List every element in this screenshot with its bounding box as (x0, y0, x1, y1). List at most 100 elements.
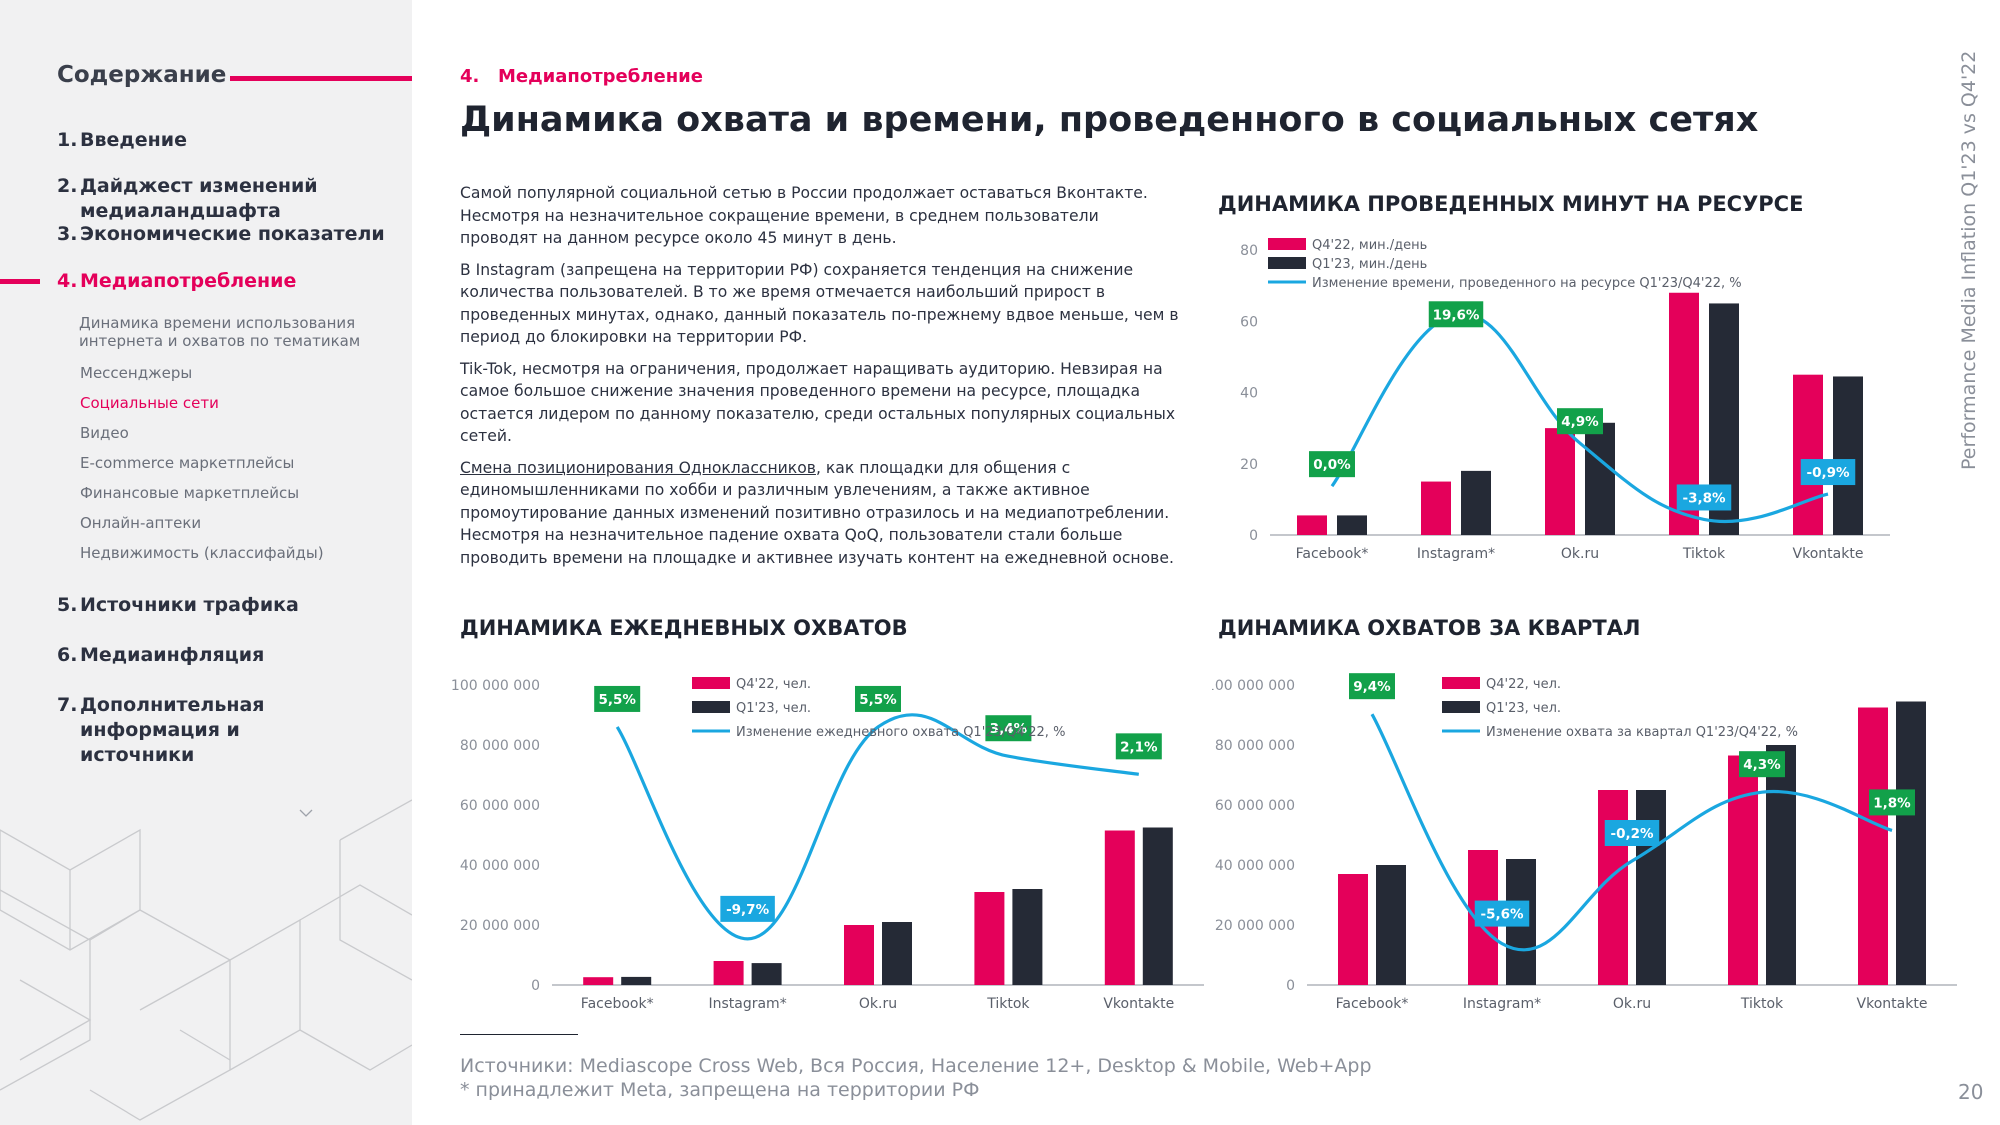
toc-sub-item-ecommerce[interactable]: E-commerce маркетплейсы (80, 454, 295, 472)
legend-label: Q4'22, мин./день (1312, 238, 1427, 253)
bar-q1-23 (1012, 889, 1043, 985)
toc-item-media-consumption[interactable]: 4. Медиапотребление (57, 269, 296, 294)
toc-item-label: Дайджест изменений медиаландшафта (80, 175, 318, 222)
change-badge (1474, 900, 1530, 927)
toc-title-underline (230, 76, 412, 81)
bar-q4-22 (713, 961, 744, 985)
change-badge (1869, 789, 1915, 816)
y-tick-label: 20 (1240, 457, 1258, 473)
legend-swatch (692, 677, 730, 689)
y-tick-label: 60 (1240, 314, 1258, 330)
bar-q4-22 (974, 892, 1005, 985)
toc-item-number: 4. (57, 270, 78, 292)
toc-sub-item-internet-time[interactable]: Динамика времени использования интернета… (79, 314, 361, 350)
toc-item-number: 2. (57, 175, 78, 197)
toc-item-media-inflation[interactable]: 6. Медиаинфляция (57, 643, 264, 668)
toc-item-traffic-sources[interactable]: 5. Источники трафика (57, 593, 299, 618)
change-badge-label: 4,3% (1743, 757, 1781, 773)
change-badge-label: 0,0% (1313, 457, 1351, 473)
chart-title-minutes: ДИНАМИКА ПРОВЕДЕННЫХ МИНУТ НА РЕСУРСЕ (1218, 192, 1804, 216)
toc-item-number: 6. (57, 644, 78, 666)
change-line (1370, 713, 1893, 952)
x-tick-label: Instagram* (1463, 996, 1541, 1012)
toc-sub-item-video[interactable]: Видео (80, 424, 129, 442)
y-tick-label: 0 (1249, 528, 1258, 544)
bar-q4-22 (1297, 515, 1327, 535)
change-badge-label: -9,7% (726, 902, 770, 918)
toc-sub-item-messengers[interactable]: Мессенджеры (80, 364, 193, 382)
cube-pattern-decoration (0, 799, 412, 1121)
section-breadcrumb: 4. Медиапотребление (460, 66, 703, 87)
toc-item-number: 7. (57, 694, 78, 716)
x-tick-label: Tiktok (1740, 996, 1784, 1012)
toc-item-label: Дополнительная информация и источники (80, 694, 265, 766)
bar-q1-23 (621, 976, 652, 985)
x-tick-label: Ok.ru (1561, 546, 1599, 562)
sources-divider (460, 1034, 578, 1035)
paragraph-vk: Самой популярной социальной сетью в Росс… (460, 184, 1148, 247)
bar-q1-23 (1636, 790, 1666, 985)
change-badge-label: 3,4% (990, 721, 1028, 737)
chart-title-daily: ДИНАМИКА ЕЖЕДНЕВНЫХ ОХВАТОВ (460, 616, 908, 640)
paragraph-instagram: В Instagram (запрещена на территории РФ)… (460, 260, 1179, 347)
toc-item-number: 1. (57, 129, 78, 151)
toc-item-label: Медиапотребление (80, 270, 297, 292)
x-tick-label: Instagram* (708, 996, 786, 1012)
toc-sub-item-real-estate[interactable]: Недвижимость (классифайды) (80, 544, 324, 562)
change-badge (1800, 459, 1856, 486)
legend-label: Изменение охвата за квартал Q1'23/Q4'22,… (1486, 725, 1798, 740)
change-badge (720, 895, 775, 922)
change-badge-label: -3,8% (1682, 490, 1726, 506)
toc-item-introduction[interactable]: 1. Введение (57, 128, 187, 153)
bar-q1-23 (882, 922, 912, 985)
toc-sub-item-pharmacies[interactable]: Онлайн-аптеки (80, 514, 202, 532)
change-badge (985, 715, 1032, 742)
y-tick-label: 20 000 000 (460, 918, 540, 934)
bar-q4-22 (1598, 790, 1628, 985)
y-tick-label: 100 000 000 (452, 678, 540, 694)
sources-line: Источники: Mediascope Cross Web, Вся Рос… (460, 1055, 1372, 1077)
toc-item-label: Введение (80, 129, 187, 151)
toc-sub-item-social-networks[interactable]: Социальные сети (80, 394, 219, 412)
x-tick-label: Vkontakte (1857, 996, 1928, 1012)
toc-item-label: Источники трафика (80, 594, 299, 616)
chart-title-quarter: ДИНАМИКА ОХВАТОВ ЗА КВАРТАЛ (1218, 616, 1641, 640)
bar-q1-23 (1585, 422, 1615, 535)
change-line (615, 713, 1140, 941)
x-tick-label: Ok.ru (1613, 996, 1651, 1012)
paragraph-tiktok: Tik-Tok, несмотря на ограничения, продол… (460, 359, 1176, 446)
toc-sub-item-finance[interactable]: Финансовые маркетплейсы (80, 484, 300, 502)
toc-item-digest[interactable]: 2. Дайджест изменений медиаландшафта (57, 174, 320, 224)
legend-swatch (1268, 238, 1306, 250)
y-tick-label: 60 000 000 (1215, 798, 1295, 814)
toc-item-number: 3. (57, 223, 78, 245)
bar-q1-23 (1376, 865, 1406, 985)
toc-item-economics[interactable]: 3. Экономические показатели (57, 222, 385, 247)
change-badge (1349, 673, 1395, 700)
y-tick-label: 20 000 000 (1215, 918, 1295, 934)
legend-label: Q1'23, мин./день (1312, 257, 1427, 272)
bar-q4-22 (1104, 830, 1135, 985)
change-badge-label: -5,6% (1480, 907, 1524, 923)
breadcrumb-label: Медиапотребление (498, 66, 703, 87)
change-badge-label: 9,4% (1353, 679, 1391, 695)
change-badge (1604, 820, 1660, 846)
bar-q1-23 (1461, 470, 1491, 535)
bar-q4-22 (1728, 755, 1758, 985)
y-tick-label: 40 (1240, 386, 1258, 402)
bar-q4-22 (844, 925, 874, 985)
x-tick-label: Facebook* (581, 996, 654, 1012)
legend-swatch (1268, 257, 1306, 269)
bar-q4-22 (1545, 428, 1575, 535)
bar-q4-22 (1858, 707, 1888, 985)
ok-positioning-link[interactable]: Смена позиционирования Одноклассников (460, 458, 816, 477)
bar-q4-22 (1421, 481, 1451, 535)
y-tick-label: 80 (1240, 243, 1258, 259)
y-tick-label: 80 000 000 (460, 738, 540, 754)
legend-swatch (1442, 701, 1480, 713)
change-badge (1428, 301, 1484, 328)
legend-label: Изменение времени, проведенного на ресур… (1312, 276, 1742, 291)
chart-minutes: 0 20 40 60 80 Facebook* Instagram* Ok.ru Tiktok V… (1240, 238, 1890, 562)
toc-item-additional-info[interactable]: 7. Дополнительная информация и источники (57, 693, 340, 768)
paragraph-ok: Смена позиционирования Одноклассников, к… (460, 457, 1180, 570)
